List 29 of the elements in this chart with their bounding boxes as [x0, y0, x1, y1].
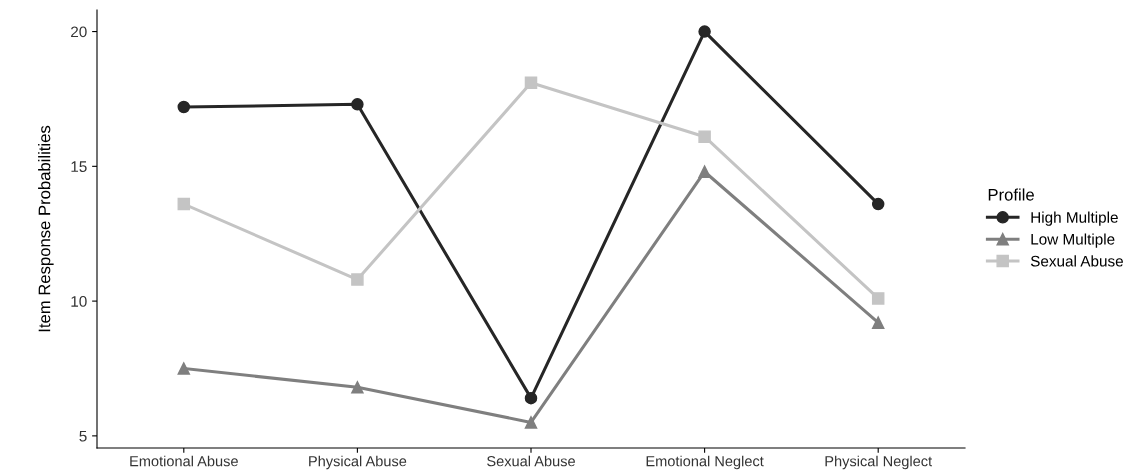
point — [524, 416, 538, 429]
point — [351, 273, 364, 286]
y-axis-title: Item Response Probabilities — [38, 125, 54, 332]
y-tick-label: 5 — [79, 430, 87, 442]
y-tick-label: 15 — [71, 161, 87, 173]
legend-label: Sexual Abuse — [1030, 255, 1123, 267]
point — [871, 197, 885, 211]
legend-label: High Multiple — [1031, 211, 1118, 226]
point — [524, 391, 538, 405]
point — [524, 76, 538, 90]
y-tick-label: 20 — [71, 26, 87, 38]
point — [177, 100, 191, 114]
point — [351, 98, 364, 111]
point — [698, 165, 711, 178]
x-tick-label: Physical Neglect — [825, 455, 932, 470]
point — [177, 197, 191, 211]
point — [871, 292, 885, 305]
legend-title: Profile — [988, 188, 1034, 201]
y-tick-label: 10 — [71, 295, 87, 307]
point — [698, 25, 711, 38]
x-tick-label: Sexual Abuse — [487, 455, 575, 467]
x-tick-label: Emotional Abuse — [130, 455, 238, 467]
point — [871, 316, 885, 329]
point — [351, 381, 364, 394]
legend-label: Low Multiple — [1031, 233, 1115, 248]
point — [698, 130, 711, 143]
x-tick-label: Physical Abuse — [309, 455, 407, 470]
point — [177, 362, 191, 375]
x-tick-label: Emotional Neglect — [646, 455, 764, 470]
